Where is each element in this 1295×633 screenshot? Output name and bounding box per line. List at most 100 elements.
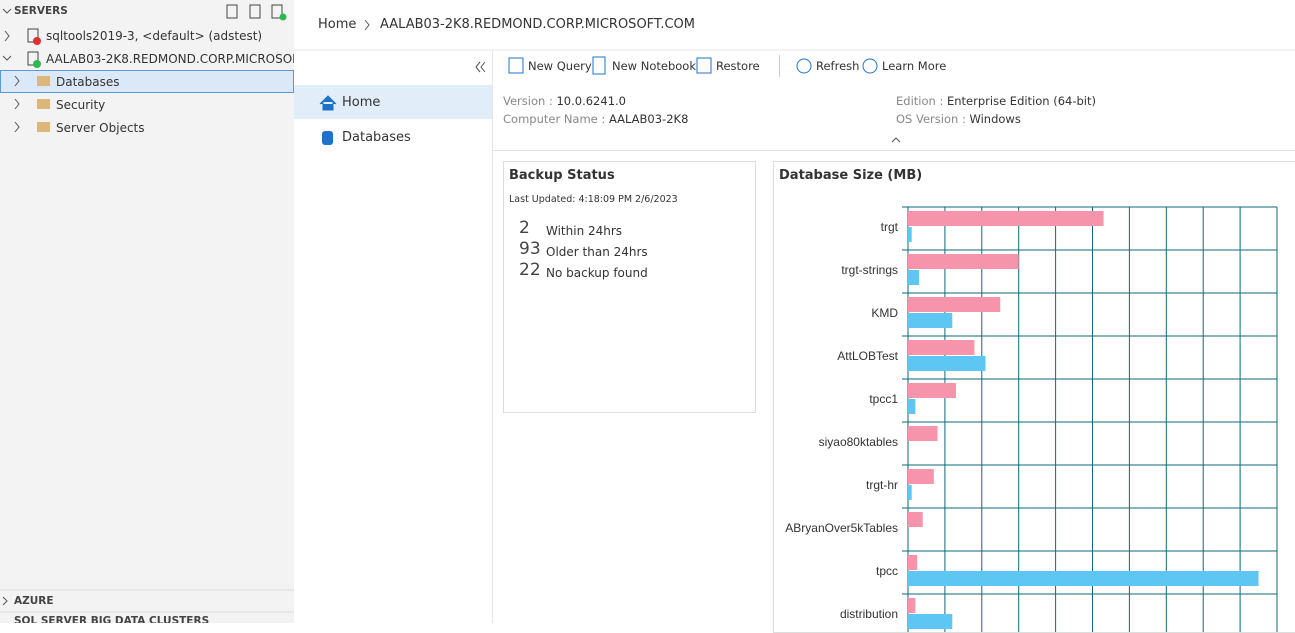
folder-icon: [37, 99, 50, 109]
toolbar-icon: [862, 58, 878, 74]
property-label: OS Version: [896, 112, 959, 126]
collapse: [475, 61, 486, 73]
y-tick-label: distribution: [840, 607, 898, 621]
bar: [908, 254, 1019, 269]
tree-item[interactable]: sqltools2019-3, <default> (adstest): [46, 29, 263, 43]
chart: trgt trgt-strings KMD AttLOBTest tpcc1 siyao8…: [785, 206, 1278, 632]
collapse-properties: [891, 137, 901, 143]
toolbar-button[interactable]: New Notebook: [612, 59, 696, 73]
property-value: AALAB03-2K8: [608, 112, 689, 126]
bar: [908, 297, 1001, 312]
toolbar-button[interactable]: New Query: [528, 59, 592, 73]
section-title[interactable]: AZURE: [14, 595, 54, 607]
icon: [271, 4, 283, 19]
bar: [908, 598, 916, 613]
bar: [908, 571, 1259, 586]
selection: [0, 70, 294, 93]
tree-item[interactable]: AALAB03-2K8.REDMOND.CORP.MICROSOF...: [46, 52, 294, 66]
property-value: Enterprise Edition (64-bit): [946, 94, 1097, 108]
server-icon: [27, 51, 39, 66]
bar: [908, 426, 938, 441]
backup-card: Backup Status Last Updated: 4:18:09 PM 2…: [503, 161, 756, 413]
chevron: [2, 55, 12, 61]
breadcrumb[interactable]: Home: [318, 17, 357, 32]
folder-icon: [37, 76, 50, 86]
property-separator: :: [939, 94, 944, 108]
y-tick-label: tpcc: [876, 564, 898, 578]
db-icon: [322, 131, 333, 145]
property-value: 10.0.6241.0: [556, 94, 626, 108]
bar: [908, 555, 918, 570]
backup-count: 2: [519, 218, 530, 238]
property-separator: :: [548, 94, 553, 108]
y-tick-label: KMD: [871, 306, 898, 320]
property: Computer Name : AALAB03-2K8: [503, 112, 688, 126]
y-tick-label: tpcc1: [869, 392, 898, 406]
bar: [908, 211, 1104, 226]
bar: [908, 313, 953, 328]
bar: [908, 399, 916, 414]
bar: [908, 383, 956, 398]
toolbar-button[interactable]: Restore: [716, 59, 760, 73]
chevron: [14, 121, 20, 133]
status-dot: [33, 37, 41, 45]
backup-label: No backup found: [546, 266, 648, 280]
property-label: Computer Name: [503, 112, 598, 126]
home-icon: [319, 95, 337, 111]
property-separator: :: [601, 112, 606, 126]
property-label: Edition: [896, 94, 936, 108]
bar: [908, 270, 920, 285]
bar: [908, 614, 953, 629]
y-tick-label: trgt-strings: [841, 263, 898, 277]
chevron: [14, 75, 20, 87]
backup-count: 93: [519, 239, 541, 259]
card-title: Backup Status: [509, 168, 615, 183]
breadcrumb-chevron: [364, 19, 370, 31]
toolbar-icon: [696, 57, 712, 74]
y-tick-label: trgt-hr: [866, 478, 898, 492]
toolbar-button[interactable]: Refresh: [816, 59, 860, 73]
section-title[interactable]: SQL SERVER BIG DATA CLUSTERS: [14, 615, 210, 623]
chevron: [2, 596, 8, 606]
status-dot: [33, 60, 41, 68]
y-tick-label: trgt: [881, 220, 899, 234]
icon: [226, 4, 238, 19]
bar: [908, 340, 975, 355]
breadcrumb: AALAB03-2K8.REDMOND.CORP.MICROSOFT.COM: [380, 17, 695, 32]
toolbar-icon: [796, 58, 812, 74]
toolbar-button[interactable]: Learn More: [882, 59, 947, 73]
property-value: Windows: [969, 112, 1021, 126]
backup-label: Older than 24hrs: [546, 245, 648, 259]
backup-count: 22: [519, 260, 541, 280]
property: Edition : Enterprise Edition (64-bit): [896, 94, 1096, 108]
chevron: [4, 30, 10, 42]
sidebar-icons: [0, 4, 294, 613]
status-dot: [279, 13, 287, 21]
tree-item[interactable]: Databases: [56, 75, 120, 89]
bar: [908, 485, 912, 500]
folder-icon: [37, 122, 50, 132]
toolbar-icon: [508, 57, 524, 74]
bar: [908, 227, 912, 242]
tree-item[interactable]: Server Objects: [56, 121, 145, 135]
y-tick-label: ABryanOver5kTables: [785, 521, 898, 535]
sidebar: SERVERS sqltools2019-3, <default> (adste…: [0, 0, 294, 623]
nav-item[interactable]: Home: [342, 95, 381, 110]
last-updated: Last Updated: 4:18:09 PM 2/6/2023: [509, 194, 678, 205]
chevron: [14, 98, 20, 110]
server-icon: [27, 28, 39, 43]
bar: [908, 512, 923, 527]
property: OS Version : Windows: [896, 112, 1021, 126]
tree-item[interactable]: Security: [56, 98, 106, 112]
y-tick-label: AttLOBTest: [837, 349, 898, 363]
y-tick-label: siyao80ktables: [819, 435, 898, 449]
property-separator: :: [961, 112, 966, 126]
bar: [908, 469, 934, 484]
bar: [908, 356, 986, 371]
chart-title: Database Size (MB): [779, 168, 923, 183]
property: Version : 10.0.6241.0: [503, 94, 626, 108]
nav-item[interactable]: Databases: [342, 130, 411, 145]
main-decor: [294, 19, 1295, 623]
toolbar-icon: [592, 56, 606, 75]
